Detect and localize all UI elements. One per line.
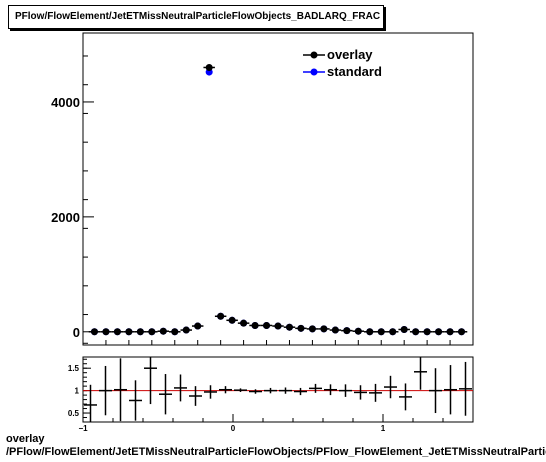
ratio-data-marks <box>83 357 473 422</box>
overlay-point <box>148 328 156 336</box>
ratio-x-axis: −1 0 1 <box>78 414 474 433</box>
main-y-tick-label: 0 <box>73 325 80 340</box>
overlay-point <box>285 323 293 331</box>
ratio-plot-panel: 0.5 1 1.5 −1 0 1 <box>68 356 474 433</box>
overlay-point <box>343 327 351 335</box>
ratio-y-tick-label: 0.5 <box>68 409 80 418</box>
legend: overlay standard <box>303 47 382 79</box>
overlay-point <box>263 321 271 329</box>
ratio-x-tick-label: 0 <box>231 424 236 433</box>
legend-standard-marker <box>310 68 318 76</box>
ratio-plot-frame <box>82 356 474 423</box>
ratio-y-tick-label: 1 <box>75 387 80 396</box>
overlay-point <box>446 328 454 336</box>
overlay-point <box>389 328 397 336</box>
overlay-point <box>194 322 202 330</box>
overlay-point <box>308 325 316 333</box>
ratio-y-tick-label: 1.5 <box>68 364 80 373</box>
overlay-point <box>217 312 225 320</box>
main-plot-panel: 0 2000 4000 overlay standard <box>51 32 474 346</box>
overlay-point <box>274 322 282 330</box>
overlay-point <box>228 316 236 324</box>
main-y-tick-label: 2000 <box>51 210 80 225</box>
overlay-point <box>400 325 408 333</box>
overlay-point <box>435 328 443 336</box>
overlay-point <box>354 327 362 335</box>
overlay-point <box>159 327 167 335</box>
overlay-point <box>251 321 259 329</box>
overlay-point <box>412 328 420 336</box>
footer-line-1: overlay <box>6 433 45 445</box>
overlay-point <box>90 328 98 336</box>
overlay-point <box>377 328 385 336</box>
chart-title: PFlow/FlowElement/JetETMissNeutralPartic… <box>8 5 384 29</box>
overlay-point <box>331 326 339 334</box>
ratio-y-axis: 0.5 1 1.5 <box>68 358 91 418</box>
main-y-tick-label: 4000 <box>51 95 80 110</box>
overlay-point <box>423 328 431 336</box>
legend-standard-label: standard <box>327 64 382 79</box>
overlay-point <box>125 328 133 336</box>
overlay-point <box>113 328 121 336</box>
main-x-axis <box>82 340 474 345</box>
overlay-point <box>240 319 248 327</box>
overlay-point <box>458 328 466 336</box>
overlay-point <box>205 63 213 71</box>
overlay-point <box>171 328 179 336</box>
ratio-x-tick-label: −1 <box>78 424 88 433</box>
main-plot-frame <box>82 32 474 346</box>
legend-overlay-label: overlay <box>327 47 373 62</box>
main-y-axis: 0 2000 4000 <box>51 55 94 344</box>
ratio-x-tick-label: 1 <box>381 424 386 433</box>
main-data-marks <box>88 63 468 336</box>
overlay-point <box>102 328 110 336</box>
overlay-point <box>136 328 144 336</box>
overlay-point <box>320 325 328 333</box>
overlay-point <box>297 324 305 332</box>
overlay-point <box>182 326 190 334</box>
footer-caption: overlay /PFlow/FlowElement/JetETMissNeut… <box>6 433 546 459</box>
legend-overlay-marker <box>310 51 318 59</box>
footer-line-2: /PFlow/FlowElement/JetETMissNeutralParti… <box>6 446 546 458</box>
overlay-point <box>366 328 374 336</box>
